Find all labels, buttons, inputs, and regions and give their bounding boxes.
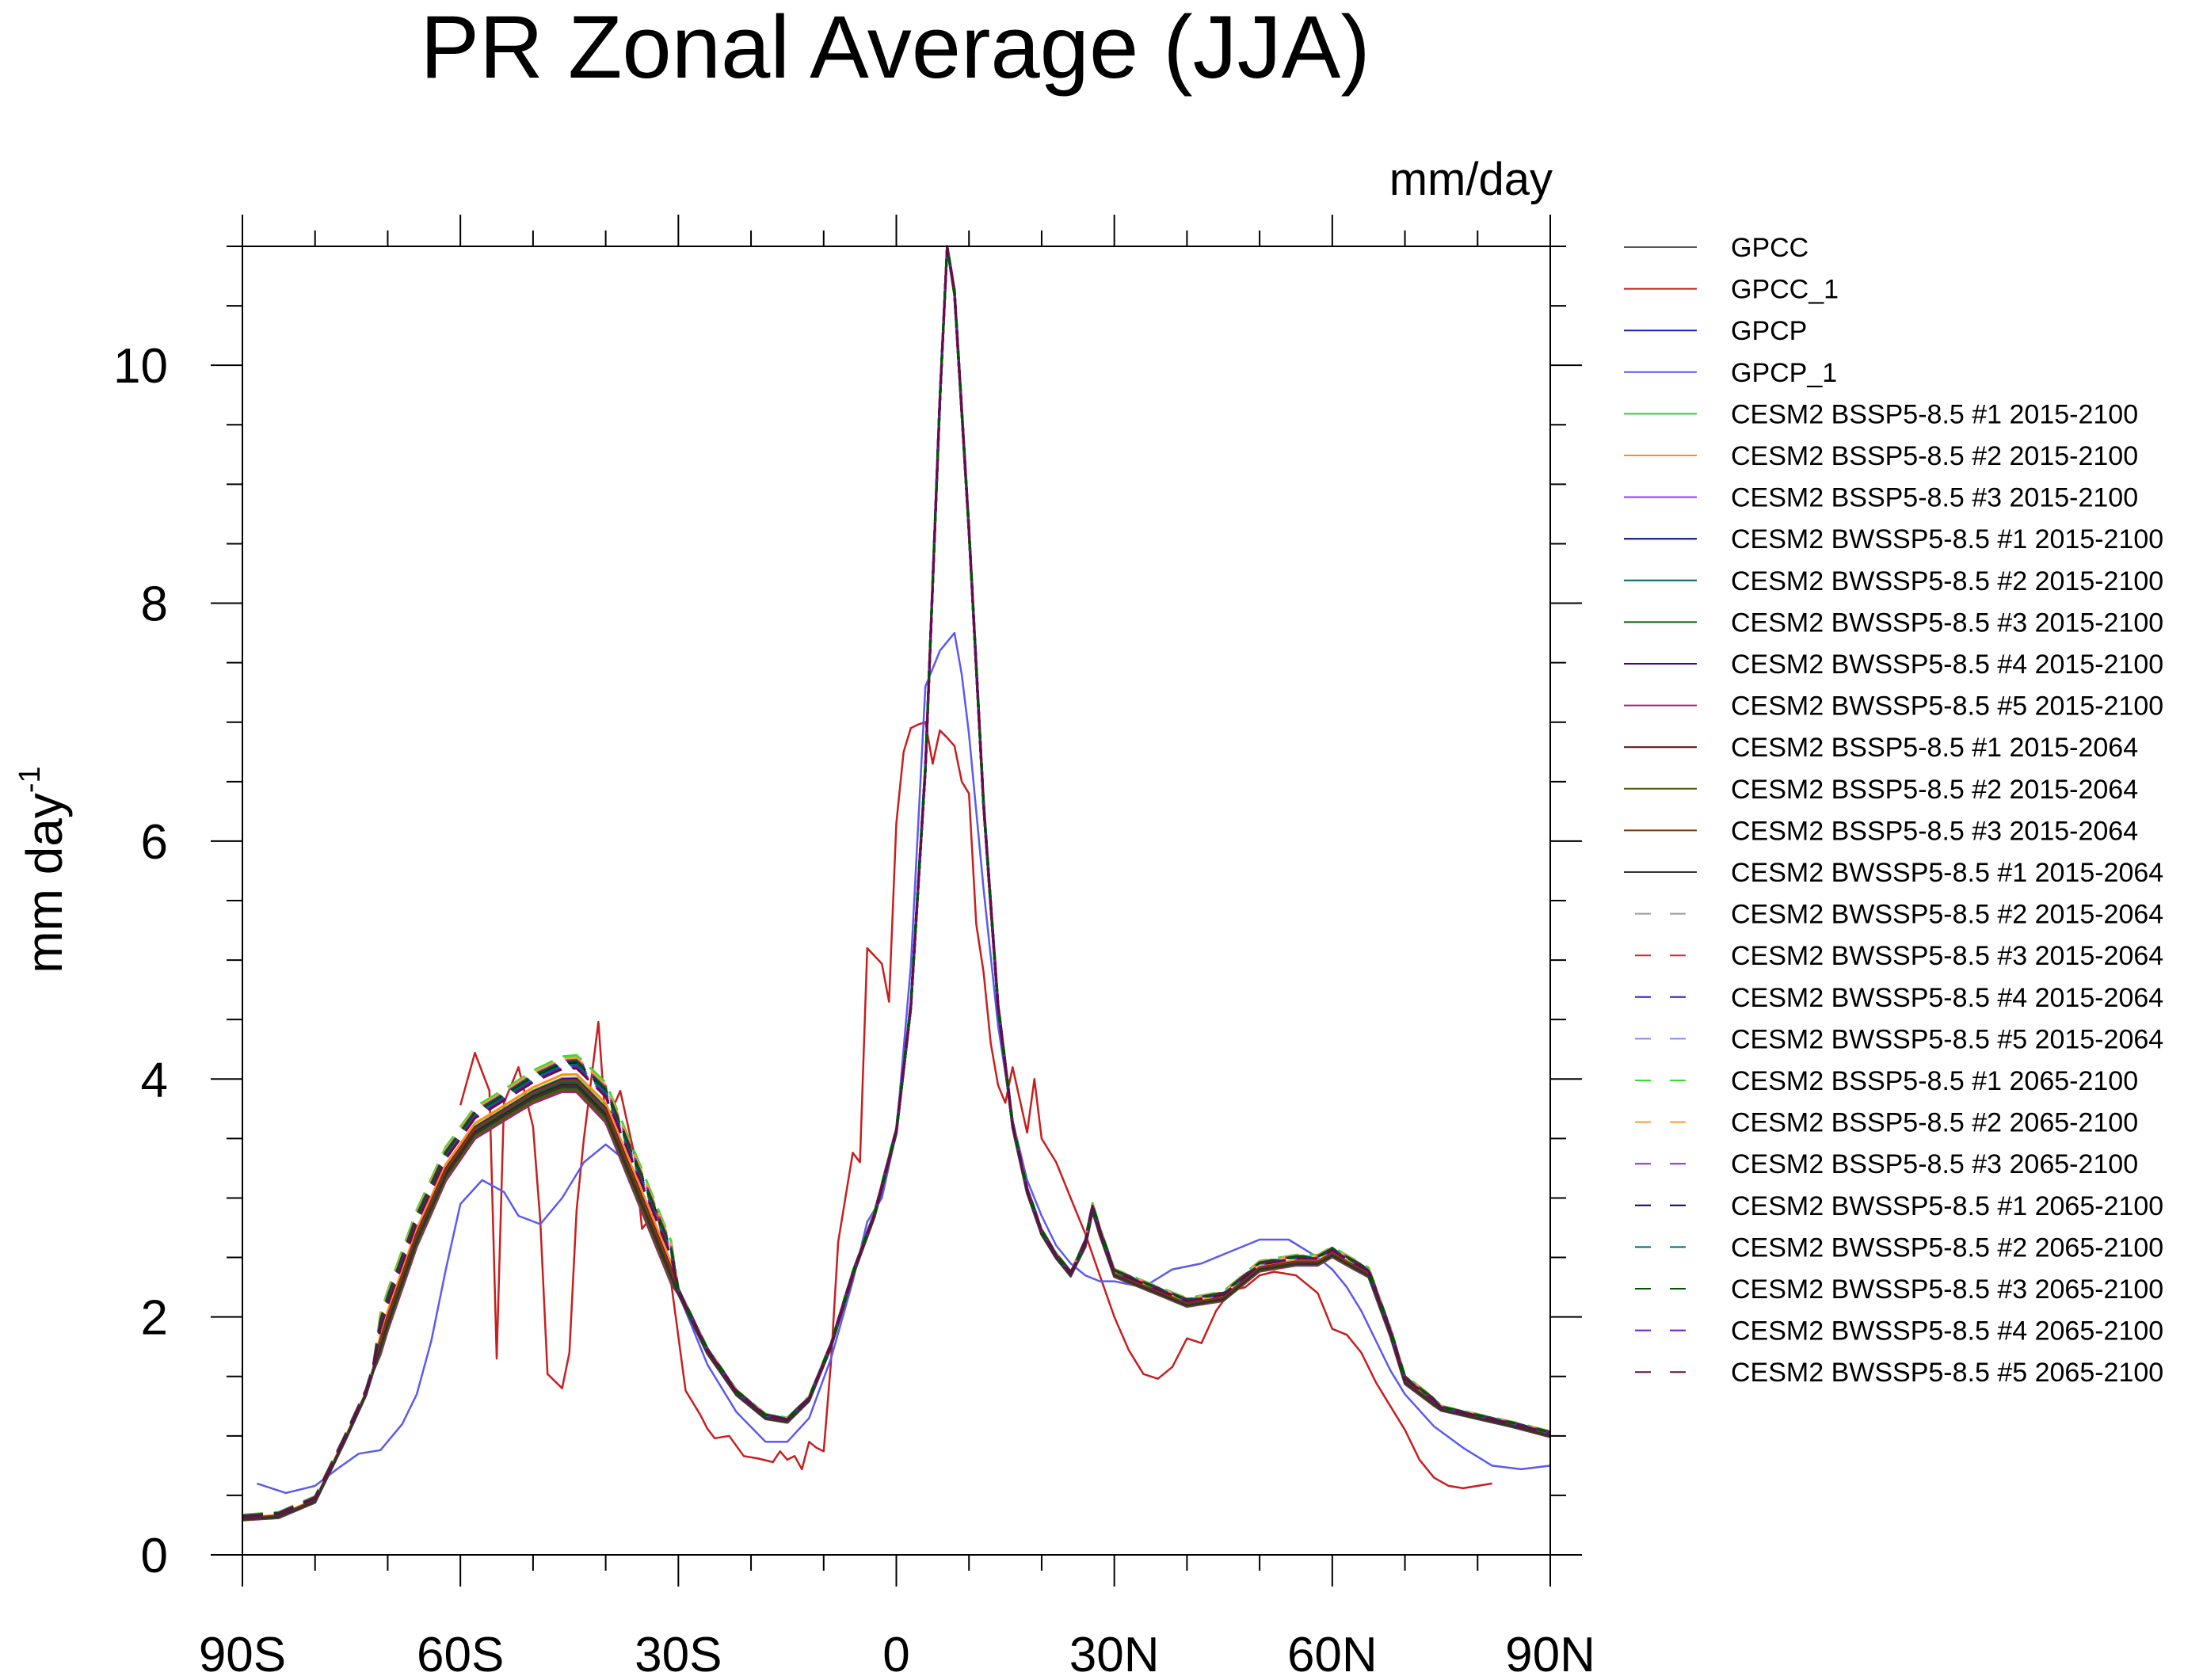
series-line-25	[242, 245, 1551, 1518]
x-tick-label: 60N	[1287, 1628, 1378, 1680]
legend-label: CESM2 BWSSP5-8.5 #1 2065-2100	[1731, 1191, 2163, 1221]
series-line-21	[242, 245, 1551, 1517]
y-tick-label: 2	[141, 1291, 168, 1346]
series-line-13	[242, 245, 1551, 1521]
legend-label: CESM2 BSSP5-8.5 #2 2065-2100	[1731, 1108, 2138, 1138]
y-axis-label-text: mm day	[16, 793, 73, 973]
legend-label: CESM2 BSSP5-8.5 #2 2015-2100	[1731, 441, 2138, 471]
legend-label: CESM2 BWSSP5-8.5 #1 2015-2064	[1731, 858, 2163, 888]
x-tick-label: 90N	[1505, 1628, 1595, 1680]
legend-label: CESM2 BWSSP5-8.5 #2 2015-2064	[1731, 900, 2163, 930]
legend-label: CESM2 BWSSP5-8.5 #2 2015-2100	[1731, 566, 2163, 596]
legend-label: CESM2 BWSSP5-8.5 #3 2015-2064	[1731, 941, 2163, 971]
legend-label: CESM2 BSSP5-8.5 #1 2015-2100	[1731, 399, 2138, 429]
series-line-26	[242, 245, 1551, 1518]
legend-label: CESM2 BWSSP5-8.5 #5 2015-2064	[1731, 1024, 2163, 1054]
legend-label: CESM2 BWSSP5-8.5 #5 2065-2100	[1731, 1358, 2163, 1388]
legend-label: GPCP_1	[1731, 358, 1837, 388]
units-label: mm/day	[1389, 154, 1553, 205]
legend-label: CESM2 BSSP5-8.5 #1 2015-2064	[1731, 733, 2138, 763]
series-line-7	[242, 245, 1551, 1520]
legend-label: CESM2 BSSP5-8.5 #3 2015-2100	[1731, 483, 2138, 513]
series-line-6	[242, 245, 1551, 1519]
legend-label: CESM2 BWSSP5-8.5 #4 2065-2100	[1731, 1316, 2163, 1347]
series-line-20	[242, 245, 1551, 1518]
x-tick-label: 90S	[199, 1628, 286, 1680]
y-tick-label: 8	[141, 577, 168, 632]
x-tick-label: 0	[882, 1628, 909, 1680]
y-axis-label: mm day-1	[13, 766, 73, 973]
legend-label: CESM2 BWSSP5-8.5 #3 2015-2100	[1731, 608, 2163, 638]
series-line-8	[242, 246, 1551, 1522]
legend: GPCC GPCC_1 GPCP GPCP_1 CESM2 BSSP5-8.5 #1 2…	[1624, 233, 2163, 1388]
series-line-12	[242, 246, 1551, 1522]
legend-label: CESM2 BSSP5-8.5 #1 2065-2100	[1731, 1066, 2138, 1096]
series-line-19	[242, 245, 1551, 1518]
series-line-23	[242, 245, 1551, 1517]
y-tick-label: 10	[113, 339, 168, 394]
series-line-15	[242, 245, 1551, 1520]
series-line-17	[242, 245, 1551, 1518]
series-line-2	[459, 721, 1492, 1490]
y-tick-label: 6	[141, 815, 168, 870]
series-line-10	[242, 246, 1551, 1521]
legend-label: CESM2 BWSSP5-8.5 #2 2065-2100	[1731, 1232, 2163, 1263]
series-line-5	[242, 245, 1551, 1520]
series-line-28	[242, 245, 1551, 1518]
legend-label: CESM2 BWSSP5-8.5 #3 2065-2100	[1731, 1274, 2163, 1305]
legend-label: CESM2 BWSSP5-8.5 #4 2015-2064	[1731, 983, 2163, 1013]
legend-label: GPCC_1	[1731, 275, 1839, 305]
series-line-9	[242, 245, 1551, 1520]
legend-label: CESM2 BSSP5-8.5 #3 2015-2064	[1731, 816, 2138, 846]
series-line-18	[242, 245, 1551, 1517]
y-tick-label: 4	[141, 1053, 168, 1107]
axes-layer: 90S 60S 30S 0 30N 60N 90N 0 2 4 6 8 10	[113, 215, 1595, 1680]
series-line-1	[242, 245, 1551, 1521]
y-axis-label-superscript: -1	[13, 766, 47, 793]
x-tick-label: 30N	[1069, 1628, 1160, 1680]
x-tick-label: 30S	[635, 1628, 722, 1680]
legend-label: CESM2 BWSSP5-8.5 #1 2015-2100	[1731, 524, 2163, 554]
series-line-16	[242, 245, 1551, 1521]
legend-label: CESM2 BSSP5-8.5 #3 2065-2100	[1731, 1149, 2138, 1179]
y-tick-label: 0	[141, 1529, 168, 1583]
series-line-11	[242, 245, 1551, 1520]
series-layer	[242, 245, 1551, 1522]
legend-label: CESM2 BWSSP5-8.5 #4 2015-2100	[1731, 650, 2163, 680]
x-tick-label: 60S	[417, 1628, 504, 1680]
legend-label: GPCC	[1731, 233, 1809, 263]
legend-label: GPCP	[1731, 316, 1807, 346]
chart-title: PR Zonal Average (JJA)	[420, 0, 1370, 97]
series-line-24	[242, 245, 1551, 1518]
series-line-14	[242, 246, 1551, 1522]
series-line-22	[242, 245, 1551, 1517]
series-line-27	[242, 245, 1551, 1518]
series-line-3	[242, 246, 1551, 1522]
legend-label: CESM2 BWSSP5-8.5 #5 2015-2100	[1731, 691, 2163, 722]
plot-frame	[242, 246, 1551, 1556]
legend-label: CESM2 BSSP5-8.5 #2 2015-2064	[1731, 775, 2138, 805]
